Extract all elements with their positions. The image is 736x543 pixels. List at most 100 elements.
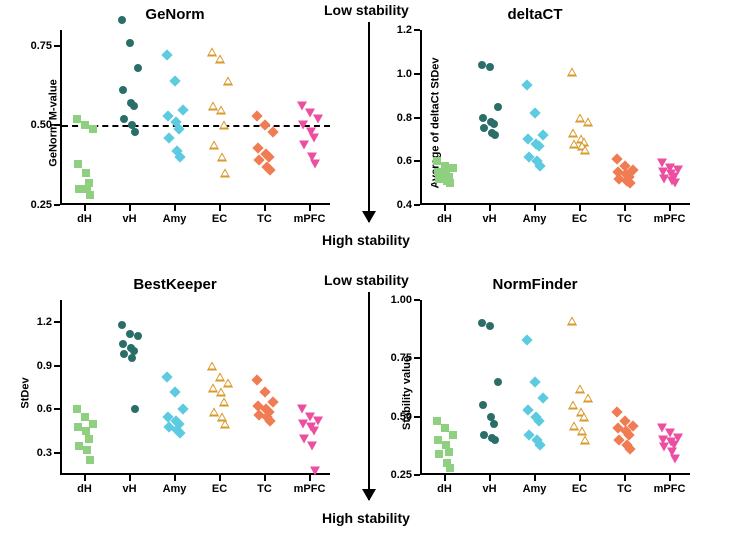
data-point [216,387,226,396]
data-point [583,117,593,126]
low-stability-label-bottom: Low stability [324,272,409,288]
data-point [435,450,443,458]
data-point [81,121,89,129]
data-point [251,375,262,386]
ytick-label: 0.6 [37,403,52,415]
data-point [223,76,233,85]
data-point [223,379,233,388]
ytick-label: 0.25 [31,199,52,211]
arrow-down-icon [368,292,370,500]
data-point [433,157,441,165]
data-point [313,115,323,124]
data-point [579,412,589,421]
ylabel-bestkeeper: StDev [20,377,32,408]
data-point [216,105,226,114]
data-point [529,376,540,387]
data-point [491,131,499,139]
data-point [521,79,532,90]
data-point [670,179,680,188]
data-point [567,67,577,76]
data-point [219,398,229,407]
ytick-label: 0.8 [397,112,412,124]
xtick-label: vH [482,213,496,225]
xtick-label: vH [122,483,136,495]
xtick-label: TC [257,213,272,225]
data-point [567,317,577,326]
xtick-label: vH [122,213,136,225]
panel-bestkeeper: BestKeeperStDev0.30.60.91.2dHvHAmyECTCmP… [10,278,340,508]
xtick-label: dH [77,213,92,225]
data-point [131,128,139,136]
data-point [134,64,142,72]
data-point [575,384,585,393]
data-point [75,442,83,450]
data-point [491,436,499,444]
data-point [207,361,217,370]
stability-arrow-top: Low stability High stability [354,6,384,222]
xtick-label: EC [572,213,587,225]
data-point [310,159,320,168]
ytick-label: 0.50 [31,119,52,131]
data-point [449,164,457,172]
xtick-label: dH [77,483,92,495]
data-point [177,104,188,115]
ytick-label: 0.9 [37,360,52,372]
data-point [126,330,134,338]
xtick-label: mPFC [654,483,686,495]
data-point [490,120,498,128]
data-point [310,466,320,475]
panel-normfinder: NormFinderStability value0.250.500.751.0… [370,278,700,508]
data-point [478,319,486,327]
data-point [480,431,488,439]
xtick-label: mPFC [654,213,686,225]
reference-line [62,125,330,127]
data-point [134,332,142,340]
xtick-label: dH [437,483,452,495]
data-point [309,134,319,143]
xtick-label: TC [617,483,632,495]
ytick-label: 0.6 [397,155,412,167]
xtick-label: Amy [523,213,547,225]
data-point [169,386,180,397]
data-point [74,160,82,168]
data-point [522,404,533,415]
ytick-label: 1.0 [397,68,412,80]
data-point [161,372,172,383]
data-point [434,436,442,444]
data-point [670,454,680,463]
plot-area-bestkeeper: 0.30.60.91.2dHvHAmyECTCmPFC [60,300,330,475]
data-point [494,103,502,111]
arrow-down-icon [368,22,370,222]
stability-arrow-bottom: Low stability High stability [354,276,384,500]
xtick-label: Amy [163,213,187,225]
data-point [441,162,449,170]
data-point [309,427,319,436]
plot-area-genorm: 0.250.500.75dHvHAmyECTCmPFC [60,30,330,205]
data-point [446,464,454,472]
low-stability-label-top: Low stability [324,2,409,18]
data-point [251,110,262,121]
data-point [486,322,494,330]
ytick-label: 0.3 [37,447,52,459]
ytick-label: 1.00 [391,294,412,306]
ytick-label: 0.25 [391,469,412,481]
data-point [215,54,225,63]
data-point [494,378,502,386]
data-point [128,354,136,362]
data-point [120,350,128,358]
data-point [479,114,487,122]
data-point [119,340,127,348]
data-point [267,126,278,137]
data-point [580,146,590,155]
data-point [130,102,138,110]
data-point [118,16,126,24]
data-point [478,61,486,69]
xtick-label: mPFC [294,213,326,225]
data-point [131,405,139,413]
data-point [89,125,97,133]
high-stability-label-bottom: High stability [322,510,410,526]
ytick-label: 0.75 [31,40,52,52]
data-point [577,426,587,435]
ytick-label: 1.2 [37,316,52,328]
data-point [177,404,188,415]
